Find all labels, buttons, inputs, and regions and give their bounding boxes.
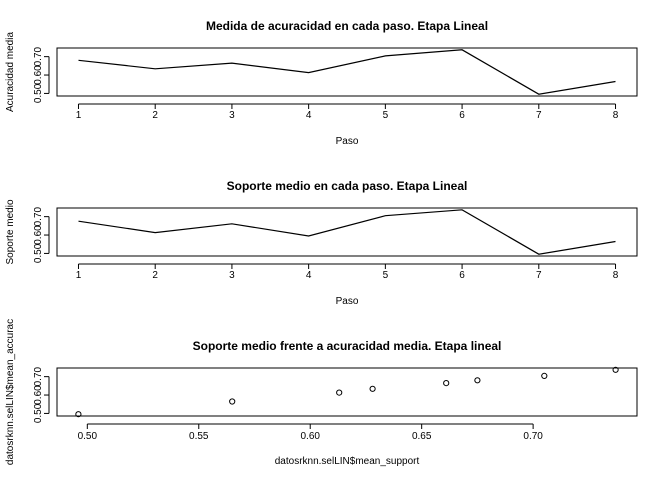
plot1-x-tick-label: 2	[152, 110, 158, 121]
plot3-data-point	[75, 411, 82, 418]
plot1-frame	[56, 47, 638, 97]
plot1-x-tick-label: 8	[613, 110, 619, 121]
plot3-title: Soporte medio frente a acuracidad media.…	[193, 339, 502, 353]
plot2-title: Soporte medio en cada paso. Etapa Lineal	[227, 179, 468, 193]
plot1-x-tick-label: 7	[536, 110, 542, 121]
plot3-frame	[56, 367, 638, 417]
plot2-y-tick-label: 0.60	[33, 225, 44, 245]
plot2-x-tick-label: 1	[76, 270, 82, 281]
plot2-series-line	[78, 209, 616, 255]
plot1-x-tick-label: 4	[306, 110, 312, 121]
plot3-x-tick-label: 0.55	[189, 431, 209, 442]
plot2-x-tick-label: 7	[536, 270, 542, 281]
plot3-y-axis-label: datosrknn.selLIN$mean_accurac	[5, 319, 16, 465]
plot1-series-line	[78, 49, 616, 95]
plot2-frame	[56, 207, 638, 257]
plot2-x-axis-label: Paso	[336, 296, 359, 307]
plot3-y-tick-label: 0.70	[33, 366, 44, 386]
plot1-y-tick-label: 0.70	[33, 46, 44, 66]
plot2-y-tick-label: 0.50	[33, 243, 44, 263]
plot3-data-point	[474, 377, 481, 384]
plot3-y-tick-label: 0.60	[33, 385, 44, 405]
plot3-x-tick-label: 0.65	[412, 431, 432, 442]
plot3-x-tick-label: 0.70	[523, 431, 543, 442]
plot1-x-tick-label: 5	[383, 110, 389, 121]
plot2-y-axis-label: Soporte medio	[5, 199, 16, 264]
plot1-x-axis-label: Paso	[336, 136, 359, 147]
plot1-x-tick-label: 1	[76, 110, 82, 121]
plot3-x-tick-label: 0.50	[78, 431, 98, 442]
plot3-data-point	[369, 385, 376, 392]
plot3-data-point	[229, 398, 236, 405]
plot3-x-axis-label: datosrknn.selLIN$mean_support	[275, 456, 420, 467]
plot3-y-tick-label: 0.50	[33, 403, 44, 423]
plot1-y-axis-label: Acuracidad media	[5, 32, 16, 112]
plot1-x-tick-label: 3	[229, 110, 235, 121]
plot1-title: Medida de acuracidad en cada paso. Etapa…	[206, 19, 488, 33]
plot1-y-tick-label: 0.50	[33, 83, 44, 103]
plot2-x-tick-label: 5	[383, 270, 389, 281]
plot3-data-point	[443, 380, 450, 387]
plot1-x-tick-label: 6	[459, 110, 465, 121]
plot2-x-tick-label: 4	[306, 270, 312, 281]
plot2-x-tick-label: 3	[229, 270, 235, 281]
plot2-x-tick-label: 2	[152, 270, 158, 281]
plot3-x-tick-label: 0.60	[300, 431, 320, 442]
plot3-data-point	[612, 366, 619, 373]
plot3-data-point	[541, 372, 548, 379]
plot2-y-tick-label: 0.70	[33, 206, 44, 226]
plot1-y-tick-label: 0.60	[33, 65, 44, 85]
plot2-x-tick-label: 8	[613, 270, 619, 281]
plot2-x-tick-label: 6	[459, 270, 465, 281]
plot3-data-point	[336, 389, 343, 396]
